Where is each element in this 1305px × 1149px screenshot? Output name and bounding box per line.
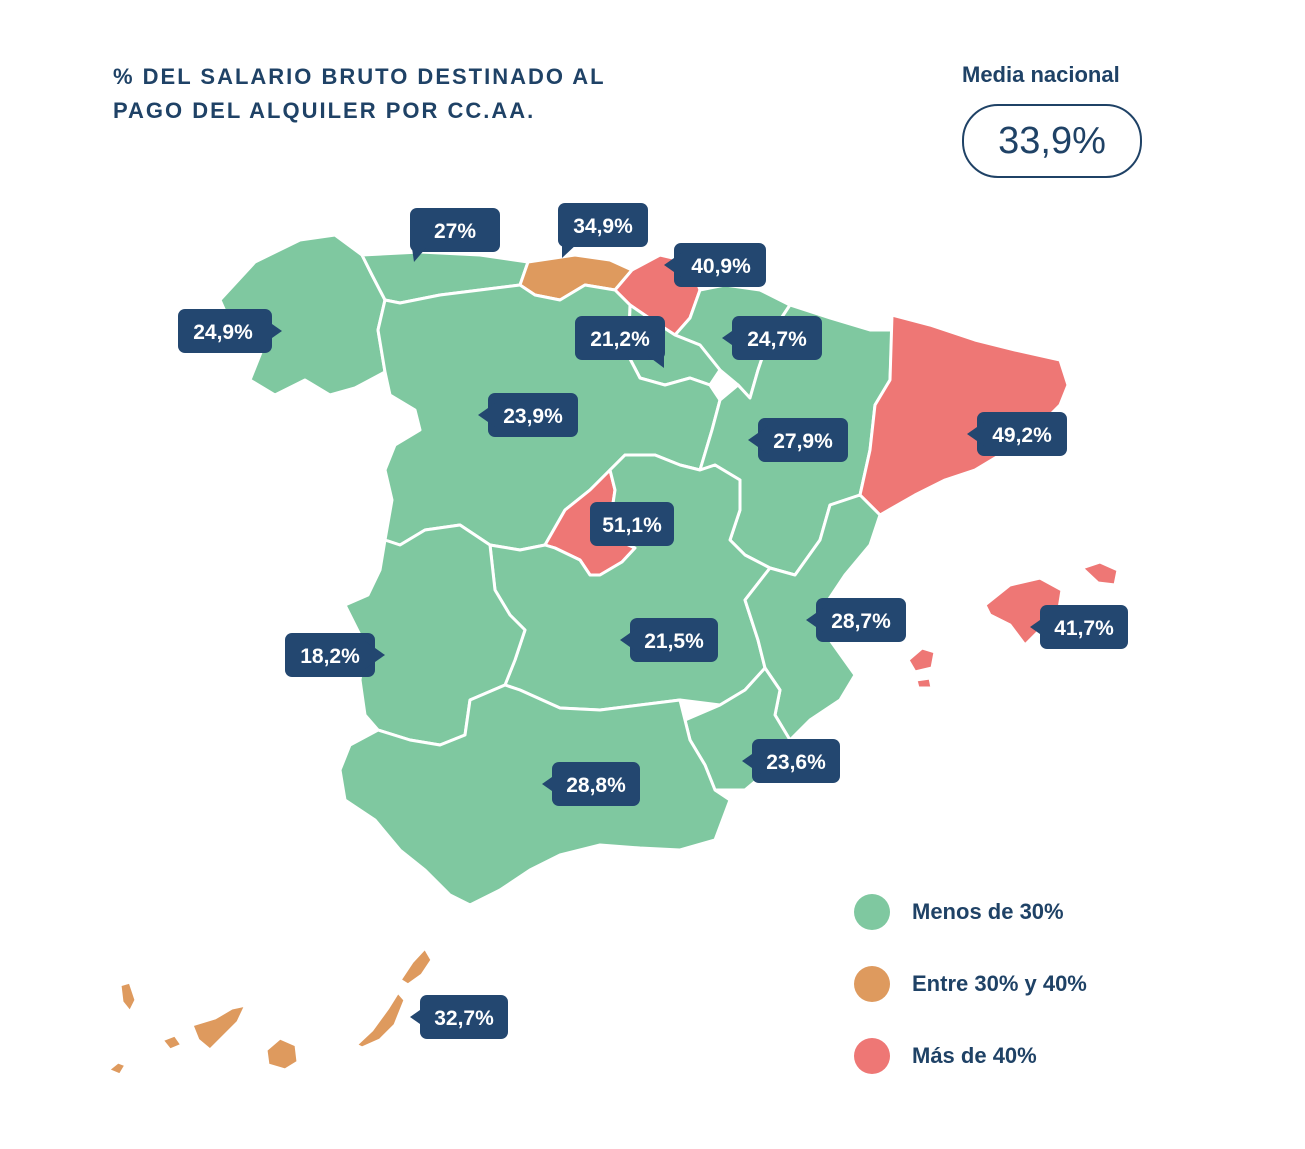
label-extremadura: 18,2%: [285, 633, 385, 677]
value-valenciana: 28,7%: [831, 610, 891, 633]
region-canarias-gran-canaria: [264, 1036, 300, 1072]
legend: Menos de 30% Entre 30% y 40% Más de 40%: [854, 876, 1087, 1092]
national-average-value: 33,9%: [962, 104, 1142, 178]
value-baleares: 41,7%: [1054, 617, 1114, 640]
label-galicia: 24,9%: [178, 309, 282, 353]
label-cantabria: 34,9%: [558, 203, 648, 258]
region-baleares-menorca: [1080, 560, 1120, 587]
value-galicia: 24,9%: [193, 321, 253, 344]
legend-label-low: Menos de 30%: [912, 899, 1064, 924]
value-castilla-la-mancha: 21,5%: [644, 630, 704, 653]
label-valenciana: 28,7%: [806, 598, 906, 642]
label-andalucia: 28,8%: [542, 762, 640, 806]
label-murcia: 23,6%: [742, 739, 840, 783]
label-baleares: 41,7%: [1030, 605, 1128, 649]
region-canarias-la-gomera: [160, 1033, 184, 1052]
legend-item-high: Más de 40%: [854, 1020, 1087, 1092]
region-baleares-ibiza: [906, 646, 937, 674]
label-canarias: 32,7%: [410, 995, 508, 1039]
legend-item-low: Menos de 30%: [854, 876, 1087, 948]
legend-item-mid: Entre 30% y 40%: [854, 948, 1087, 1020]
value-andalucia: 28,8%: [566, 774, 626, 797]
legend-swatch-low: [854, 894, 890, 930]
legend-swatch-mid: [854, 966, 890, 1002]
label-pais-vasco: 40,9%: [664, 243, 766, 287]
region-canarias-lanzarote: [398, 946, 434, 987]
value-la-rioja: 21,2%: [590, 328, 650, 351]
title-line-2: PAGO DEL ALQUILER POR CC.AA.: [113, 98, 536, 123]
value-cataluna: 49,2%: [992, 424, 1052, 447]
region-canarias-fuerteventura: [354, 990, 407, 1050]
map-title: % DEL SALARIO BRUTO DESTINADO AL PAGO DE…: [113, 60, 713, 128]
region-andalucia: [338, 683, 732, 907]
value-aragon: 27,9%: [773, 430, 833, 453]
value-asturias: 27%: [434, 220, 476, 243]
national-average-label: Media nacional: [962, 62, 1120, 87]
legend-label-high: Más de 40%: [912, 1043, 1037, 1068]
label-aragon: 27,9%: [748, 418, 848, 462]
title-line-1: % DEL SALARIO BRUTO DESTINADO AL: [113, 64, 606, 89]
region-canarias-tenerife: [190, 1003, 248, 1052]
label-asturias: 27%: [410, 208, 500, 262]
region-labels: 24,9% 27% 34,9% 40,9% 21,2% 24,7%: [178, 203, 1128, 1039]
region-canarias-el-hierro: [106, 1060, 128, 1077]
value-pais-vasco: 40,9%: [691, 255, 751, 278]
legend-label-mid: Entre 30% y 40%: [912, 971, 1087, 996]
label-navarra: 24,7%: [722, 316, 822, 360]
label-la-rioja: 21,2%: [575, 316, 665, 368]
legend-swatch-high: [854, 1038, 890, 1074]
label-cataluna: 49,2%: [967, 412, 1067, 456]
value-canarias: 32,7%: [434, 1007, 494, 1030]
value-navarra: 24,7%: [747, 328, 807, 351]
region-baleares-formentera: [914, 676, 934, 690]
value-cantabria: 34,9%: [573, 215, 633, 238]
value-castilla-leon: 23,9%: [503, 405, 563, 428]
region-canarias-la-palma: [118, 980, 138, 1014]
value-extremadura: 18,2%: [300, 645, 360, 668]
label-castilla-leon: 23,9%: [478, 393, 578, 437]
region-cataluna: [858, 313, 1070, 517]
value-madrid: 51,1%: [602, 514, 662, 537]
label-madrid: 51,1%: [590, 502, 674, 546]
value-murcia: 23,6%: [766, 751, 826, 774]
label-castilla-la-mancha: 21,5%: [620, 618, 718, 662]
